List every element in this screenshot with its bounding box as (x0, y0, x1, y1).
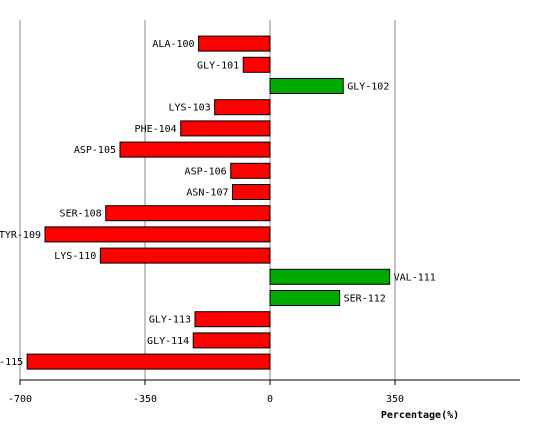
category-label: LEU-115 (0, 357, 23, 368)
bar-val-111 (269, 268, 391, 285)
bar-ala-100 (198, 35, 271, 52)
category-label: SER-112 (344, 294, 386, 305)
bar-lys-110 (99, 247, 271, 264)
bar-asp-105 (119, 141, 271, 158)
bar-lys-103 (214, 99, 271, 116)
category-label: LYS-103 (168, 103, 210, 114)
x-tick-labels: -700 -350 0 350 (8, 380, 404, 405)
bar-asn-107 (232, 184, 271, 200)
bar-tyr-109 (44, 226, 271, 243)
category-label: GLY-101 (197, 60, 239, 71)
category-label: ASN-107 (186, 188, 228, 199)
bars (26, 35, 391, 370)
bar-gly-114 (192, 332, 271, 349)
category-label: TYR-109 (0, 230, 41, 241)
category-label: GLY-113 (149, 315, 191, 326)
bar-gly-102 (269, 78, 344, 94)
category-label: GLY-102 (347, 82, 389, 93)
bar-gly-101 (242, 56, 271, 73)
category-label: GLY-114 (147, 336, 189, 347)
x-tick-label: 0 (267, 394, 273, 405)
category-label: SER-108 (60, 209, 102, 220)
bar-phe-104 (180, 120, 271, 137)
bar-gly-113 (194, 311, 271, 328)
x-tick-label: 350 (386, 394, 404, 405)
x-tick-label: -700 (8, 394, 32, 405)
bar-ser-112 (269, 290, 341, 306)
category-label: VAL-111 (394, 272, 436, 283)
category-label: ALA-100 (152, 39, 194, 50)
bar-asp-106 (230, 162, 271, 179)
category-label: LYS-110 (54, 251, 96, 262)
bar-leu-115 (26, 353, 271, 370)
x-tick-label: -350 (133, 394, 157, 405)
x-axis-label: Percentage(%) (381, 410, 459, 421)
category-label: PHE-104 (135, 124, 177, 135)
bar-ser-108 (105, 205, 271, 222)
category-label: ASP-106 (185, 166, 227, 177)
category-label: ASP-105 (74, 145, 116, 156)
